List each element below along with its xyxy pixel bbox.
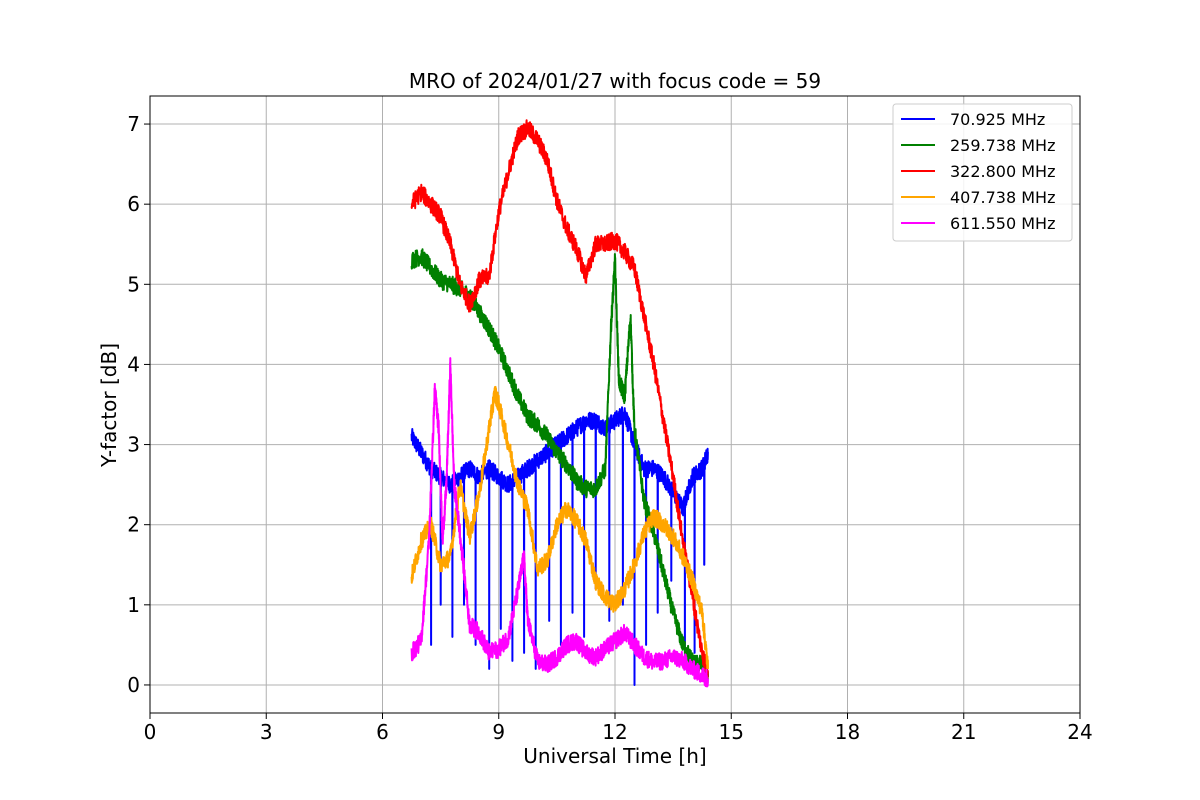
plot-area [410, 119, 709, 688]
y-tick-label: 7 [127, 112, 140, 136]
chart-title: MRO of 2024/01/27 with focus code = 59 [409, 69, 821, 93]
series-line-3 [410, 385, 709, 670]
x-tick-label: 18 [835, 720, 860, 744]
x-tick-label: 24 [1067, 720, 1092, 744]
y-tick-label: 3 [127, 433, 140, 457]
x-tick-label: 0 [144, 720, 157, 744]
y-tick-label: 2 [127, 513, 140, 537]
legend-label: 259.738 MHz [950, 136, 1055, 155]
x-tick-label: 6 [376, 720, 389, 744]
y-tick-label: 6 [127, 192, 140, 216]
x-axis-label: Universal Time [h] [523, 744, 706, 768]
y-tick-label: 1 [127, 593, 140, 617]
series-line-4 [410, 357, 709, 688]
x-tick-label: 3 [260, 720, 273, 744]
y-tick-label: 0 [127, 673, 140, 697]
y-tick-label: 4 [127, 352, 140, 376]
x-tick-label: 12 [602, 720, 627, 744]
y-axis: 0 1 2 3 4 5 6 7 [127, 112, 150, 697]
legend-label: 611.550 MHz [950, 214, 1055, 233]
x-tick-label: 15 [719, 720, 744, 744]
y-tick-label: 5 [127, 272, 140, 296]
x-axis: 0 3 6 9 12 15 18 21 24 [144, 713, 1093, 744]
legend-box [892, 103, 1073, 242]
legend-label: 322.800 MHz [950, 162, 1055, 181]
x-tick-label: 9 [492, 720, 505, 744]
y-axis-label: Y-factor [dB] [97, 343, 121, 468]
x-tick-label: 21 [951, 720, 976, 744]
series-line-2 [410, 119, 709, 679]
series-line-0 [410, 406, 709, 686]
legend: 70.925 MHz 259.738 MHz 322.800 MHz 407.738 … [892, 103, 1073, 242]
legend-label: 407.738 MHz [950, 188, 1055, 207]
legend-label: 70.925 MHz [950, 110, 1045, 129]
